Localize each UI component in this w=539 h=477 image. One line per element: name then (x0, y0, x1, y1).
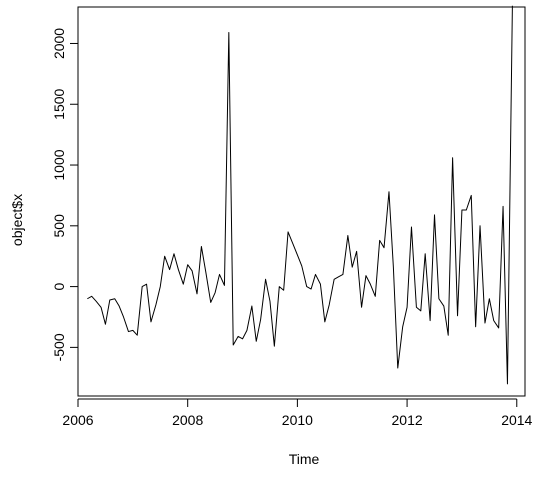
series-line (87, 5, 513, 385)
x-tick-label: 2008 (172, 412, 203, 428)
y-tick-label: -500 (51, 333, 67, 361)
x-axis-title: Time (289, 451, 320, 467)
y-tick-label: 1500 (51, 88, 67, 119)
x-tick-label: 2006 (62, 412, 93, 428)
x-tick-label: 2012 (392, 412, 423, 428)
y-tick-label: 1000 (51, 149, 67, 180)
x-tick-label: 2010 (282, 412, 313, 428)
y-axis-title: object$x (9, 194, 25, 246)
data-layer (87, 5, 513, 385)
y-tick-label: 2000 (51, 28, 67, 59)
y-tick-label: 500 (51, 214, 67, 238)
x-tick-label: 2014 (501, 412, 532, 428)
axes-layer: 2006 2008 2010 2012 2014 -500 0 500 1000 1500 2000 (51, 6, 533, 428)
y-tick-label: 0 (51, 282, 67, 290)
